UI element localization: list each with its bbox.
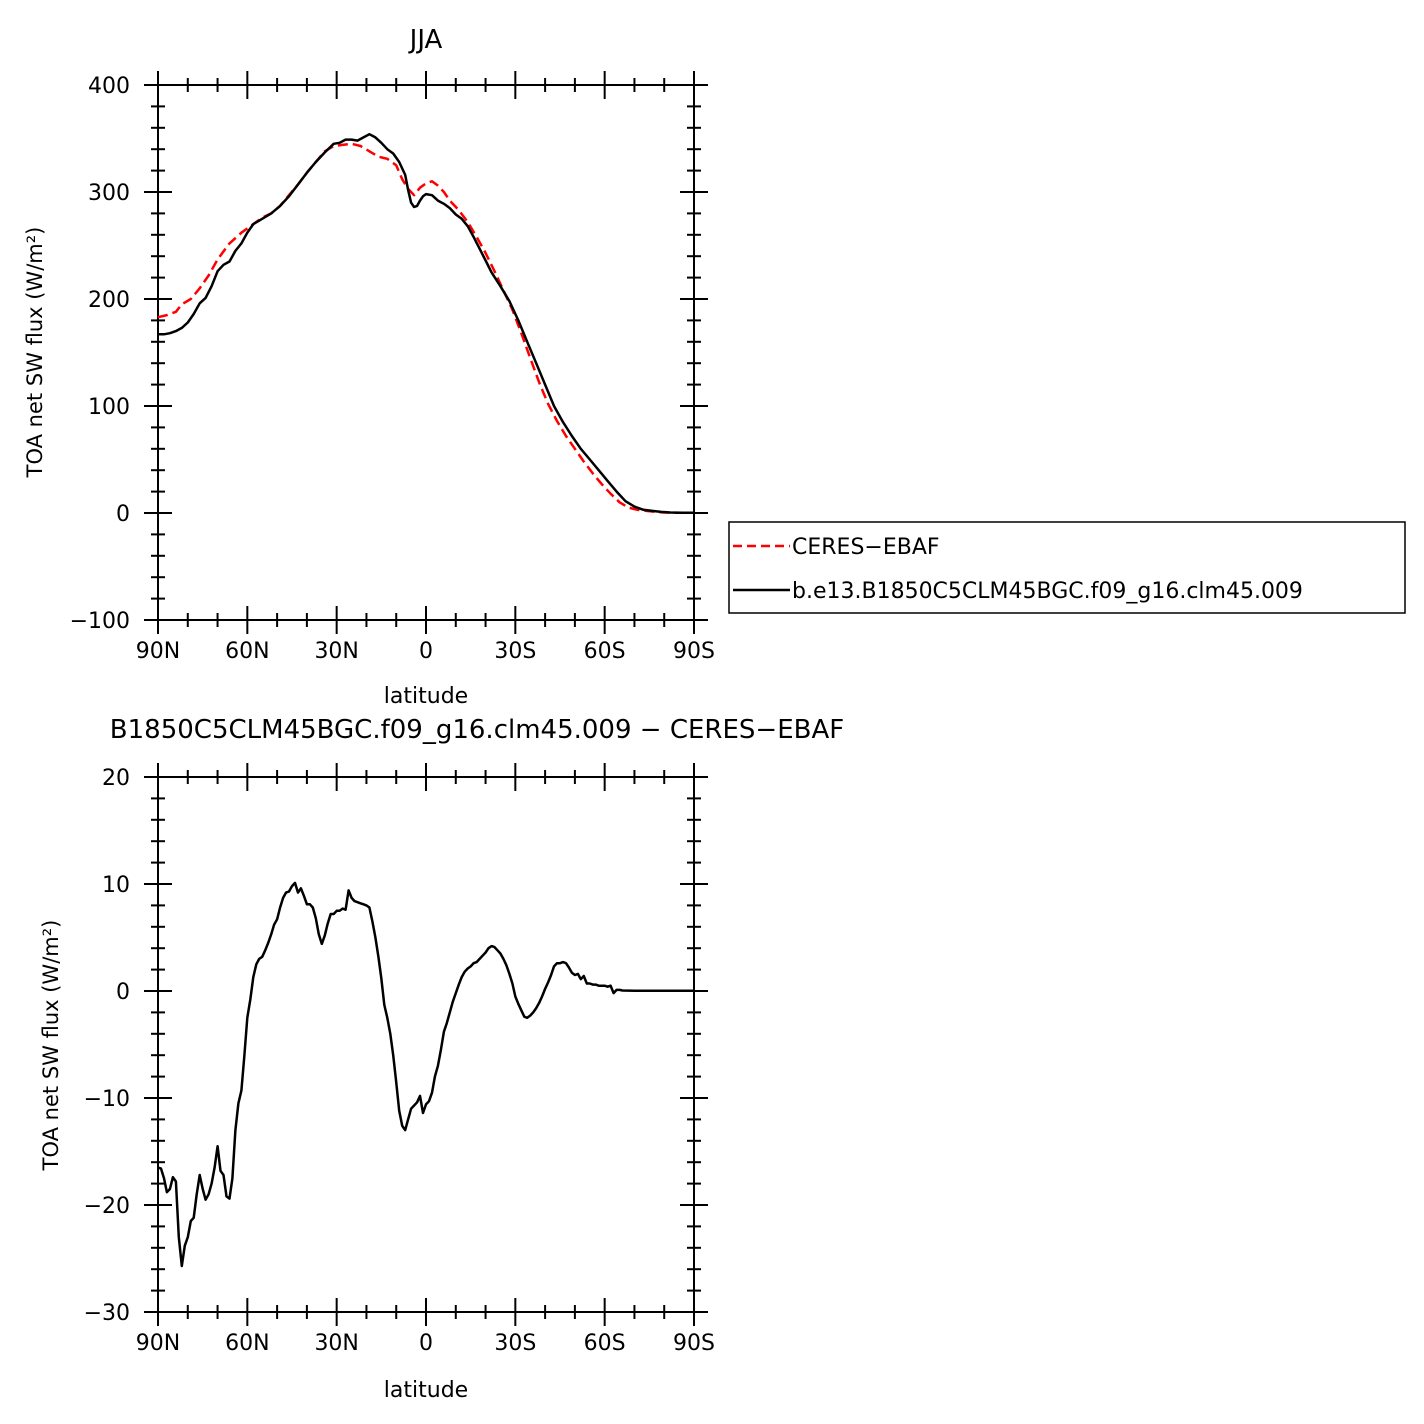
legend: CERES−EBAF b.e13.B1850C5CLM45BGC.f09_g16…	[728, 521, 1406, 614]
bottom-x-axis-label: latitude	[384, 1378, 468, 1403]
top-x-axis-label: latitude	[384, 684, 468, 709]
legend-label-model: b.e13.B1850C5CLM45BGC.f09_g16.clm45.009	[792, 579, 1303, 604]
bottom-x-tick-label: 60N	[225, 1331, 269, 1356]
top-series-line-1	[158, 132, 695, 515]
legend-label-ceres: CERES−EBAF	[792, 535, 940, 560]
top-x-tick-label: 90N	[136, 639, 180, 664]
bottom-series-line-0	[157, 881, 694, 1268]
bottom-plot-area: 90N 60N 30N 0 30S 60S 90S −30 −20 −10 0 10 20	[84, 763, 715, 1356]
bottom-y-tick-label: −20	[84, 1194, 130, 1219]
top-chart-title: JJA	[408, 25, 443, 55]
top-y-tick-label: 100	[88, 395, 130, 420]
top-y-axis-label: TOA net SW flux (W/m²)	[23, 227, 47, 479]
bottom-x-tick-label: 60S	[584, 1331, 626, 1356]
top-y-tick-label: 300	[88, 181, 130, 206]
bottom-y-tick-label: 20	[102, 766, 130, 791]
top-plot-area: 90N 60N 30N 0 30S 60S 90S −100 0 100 200 300 400	[70, 71, 715, 664]
top-y-tick-label: 400	[88, 74, 130, 99]
bottom-x-tick-label: 30N	[314, 1331, 358, 1356]
bottom-x-tick-label: 90N	[136, 1331, 180, 1356]
top-x-tick-label: 30S	[494, 639, 536, 664]
bottom-x-tick-label: 30S	[494, 1331, 536, 1356]
top-y-tick-label: 200	[88, 288, 130, 313]
bottom-y-tick-label: 10	[102, 873, 130, 898]
top-y-tick-label: −100	[70, 609, 130, 634]
bottom-y-tick-label: −30	[84, 1301, 130, 1326]
top-y-tick-label: 0	[116, 502, 130, 527]
bottom-y-axis-label: TOA net SW flux (W/m²)	[39, 920, 63, 1172]
top-x-tick-label: 60S	[584, 639, 626, 664]
top-x-tick-label: 90S	[673, 639, 715, 664]
top-x-tick-label: 60N	[225, 639, 269, 664]
bottom-plot-frame	[157, 776, 695, 1313]
top-x-tick-label: 0	[419, 639, 433, 664]
top-series-line-0	[157, 142, 695, 515]
top-plot-frame	[157, 84, 695, 621]
legend-box	[728, 521, 1406, 614]
bottom-chart-title: B1850C5CLM45BGC.f09_g16.clm45.009 − CERE…	[110, 715, 844, 745]
bottom-x-tick-label: 90S	[673, 1331, 715, 1356]
bottom-x-tick-label: 0	[419, 1331, 433, 1356]
bottom-y-tick-label: 0	[116, 980, 130, 1005]
bottom-y-tick-label: −10	[84, 1087, 130, 1112]
top-x-tick-label: 30N	[314, 639, 358, 664]
